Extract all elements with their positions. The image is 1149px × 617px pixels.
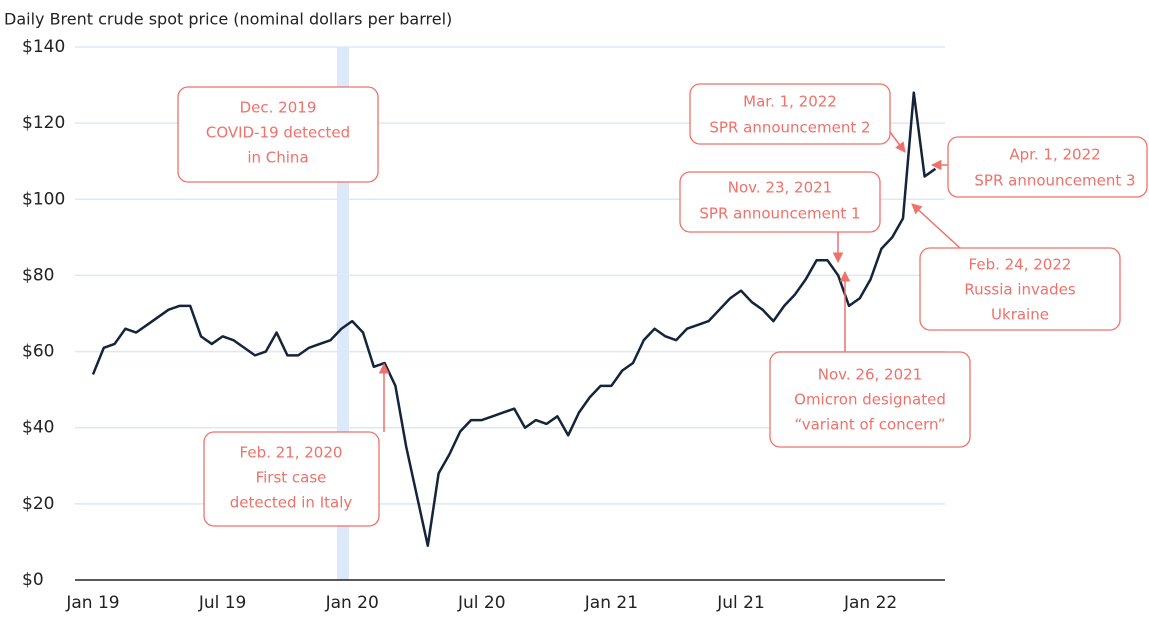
chart-title: Daily Brent crude spot price (nominal do… — [4, 10, 452, 29]
annotation-box — [177, 86, 379, 183]
y-tick-label: $120 — [22, 113, 65, 133]
annotation: Nov. 26, 2021 Omicron designated “variant … — [769, 270, 971, 448]
annotation: Feb. 24, 2022 Russia invades Ukraine — [911, 203, 1121, 331]
annotation: Feb. 21, 2020 First case detected in Italy — [203, 362, 390, 527]
annotation: Dec. 2019 COVID-19 detected in China — [177, 86, 379, 183]
annotation-text: First case — [256, 469, 327, 487]
annotation-text: detected in Italy — [230, 494, 353, 512]
y-tick-label: $60 — [22, 342, 54, 362]
annotation-box — [919, 247, 1121, 331]
annotation-box — [203, 431, 380, 527]
annotation-text: Dec. 2019 — [240, 99, 317, 117]
annotation-box — [689, 83, 891, 145]
annotation-text: Feb. 24, 2022 — [969, 256, 1072, 274]
annotation-box — [679, 171, 881, 233]
annotation-text: in China — [247, 149, 308, 167]
annotation: Nov. 23, 2021 SPR announcement 1 — [679, 171, 881, 264]
x-tick-label: Jan 20 — [325, 593, 379, 613]
annotation-text: Ukraine — [991, 306, 1049, 324]
price-line — [91, 91, 937, 547]
annotation-text: Apr. 1, 2022 — [1009, 146, 1100, 164]
y-tick-label: $100 — [22, 189, 65, 209]
annotation-text: “variant of concern” — [795, 416, 946, 434]
annotation-arrow — [911, 203, 961, 249]
annotation-box — [947, 136, 1148, 198]
x-tick-label: Jan 21 — [584, 593, 638, 613]
annotation-text: Mar. 1, 2022 — [743, 93, 837, 111]
annotation-text: Feb. 21, 2020 — [240, 444, 343, 462]
y-tick-label: $40 — [22, 418, 54, 438]
annotation-text: Russia invades — [964, 281, 1076, 299]
x-tick-label: Jan 19 — [65, 593, 119, 613]
x-tick-label: Jul 20 — [457, 593, 506, 613]
y-tick-label: $20 — [22, 494, 54, 514]
x-tick-label: Jan 22 — [843, 593, 897, 613]
annotation-text: SPR announcement 1 — [699, 205, 860, 223]
annotation-arrow — [889, 131, 906, 153]
annotation: Mar. 1, 2022 SPR announcement 2 — [689, 83, 906, 153]
annotation-text: Nov. 23, 2021 — [728, 179, 832, 197]
annotation-text: SPR announcement 3 — [974, 172, 1135, 190]
x-tick-label: Jul 19 — [198, 593, 247, 613]
y-tick-label: $0 — [22, 570, 44, 590]
annotation: Apr. 1, 2022 SPR announcement 3 — [930, 136, 1148, 198]
annotation-box — [769, 351, 971, 448]
annotation-text: Omicron designated — [794, 391, 946, 409]
y-tick-label: $80 — [22, 265, 54, 285]
annotation-text: Nov. 26, 2021 — [818, 366, 922, 384]
y-tick-label: $140 — [22, 37, 65, 57]
annotation-text: COVID-19 detected — [206, 124, 350, 142]
annotation-text: SPR announcement 2 — [709, 119, 870, 137]
x-tick-label: Jul 21 — [716, 593, 765, 613]
